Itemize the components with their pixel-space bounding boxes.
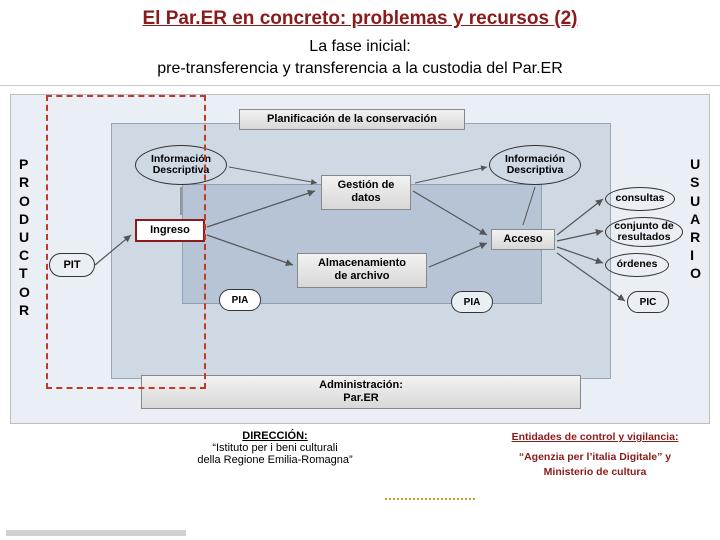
ellipse-info-desc-right: Información Descriptiva — [489, 145, 581, 185]
packet-pia-2: PIA — [451, 291, 493, 313]
direccion-to-vigilancia-connector — [385, 498, 475, 500]
module-access: Acceso — [491, 229, 555, 250]
productor-label: P R O D U C T O R — [19, 155, 30, 319]
ellipse-queries: consultas — [605, 187, 675, 211]
module-planning: Planificación de la conservación — [239, 109, 465, 130]
footer-row: DIRECCIÓN: “Istituto per i beni cultural… — [10, 430, 710, 479]
module-data-management: Gestión de datos — [321, 175, 411, 209]
direccion-l1: “Istituto per i beni culturali — [160, 442, 390, 454]
usuario-label: U S U A R I O — [690, 155, 701, 282]
direccion-block: DIRECCIÓN: “Istituto per i beni cultural… — [160, 430, 390, 466]
direccion-title: DIRECCIÓN: — [160, 430, 390, 442]
subtitle-line1: La fase inicial: — [309, 38, 410, 55]
vigilancia-block: Entidades de control y vigilancia: “Agen… — [480, 430, 710, 479]
vigilancia-l1: “Agenzia per l’italia Digitale” y — [480, 450, 710, 464]
module-admin: Administración: Par.ER — [141, 375, 581, 409]
vigilancia-title: Entidades de control y vigilancia: — [480, 430, 710, 444]
ellipse-results: conjunto de resultados — [605, 217, 683, 247]
highlight-initial-phase — [46, 95, 206, 389]
ellipse-orders: órdenes — [605, 253, 669, 277]
module-storage: Almacenamiento de archivo — [297, 253, 427, 287]
footer-bar — [6, 530, 186, 536]
packet-pia-1: PIA — [219, 289, 261, 311]
oais-diagram: P R O D U C T O R U S U A R I O Planific… — [10, 94, 710, 424]
packet-pic: PIC — [627, 291, 669, 313]
subtitle-line2: pre-transferencia y transferencia a la c… — [157, 60, 563, 77]
page-subtitle: La fase inicial: pre-transferencia y tra… — [0, 34, 720, 86]
direccion-l2: della Regione Emilia-Romagna” — [160, 454, 390, 466]
page-title: El Par.ER en concreto: problemas y recur… — [0, 0, 720, 34]
vigilancia-l2: Ministerio de cultura — [480, 465, 710, 479]
